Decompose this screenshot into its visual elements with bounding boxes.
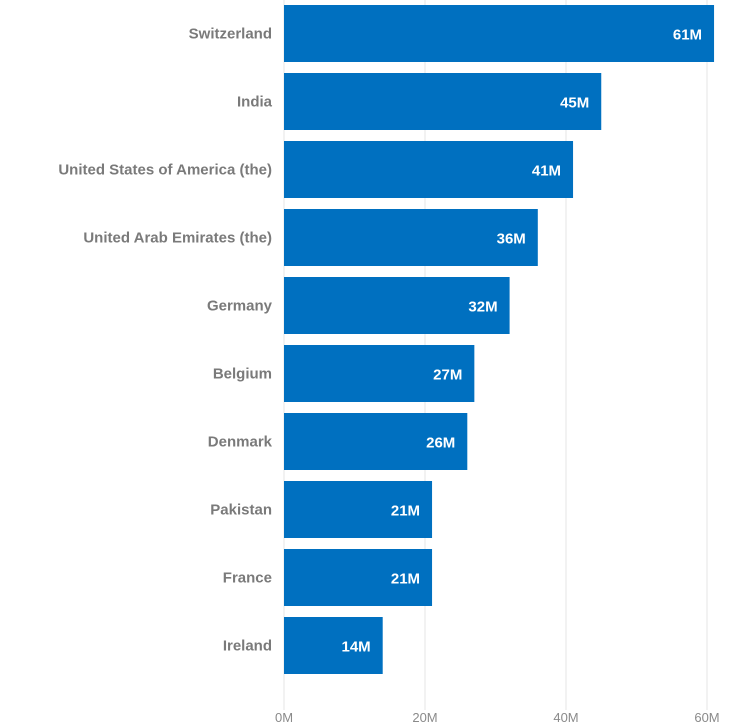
- bar-1: [284, 73, 602, 130]
- value-label-0: 61M: [673, 27, 702, 44]
- category-label-1: India: [237, 94, 273, 111]
- value-label-6: 26M: [426, 435, 455, 452]
- category-label-5: Belgium: [213, 366, 272, 383]
- category-label-7: Pakistan: [210, 502, 272, 519]
- bar-4: [284, 277, 510, 334]
- value-labels: 61M 45M 41M 36M 32M 27M 26M 21M 21M 14M: [342, 27, 703, 656]
- value-label-7: 21M: [391, 503, 420, 520]
- value-label-4: 32M: [468, 299, 497, 316]
- bar-2: [284, 141, 574, 198]
- value-label-9: 14M: [342, 639, 371, 656]
- category-label-0: Switzerland: [189, 26, 272, 43]
- value-label-5: 27M: [433, 367, 462, 384]
- category-label-2: United States of America (the): [58, 162, 272, 179]
- x-tick-label-0: 0M: [275, 710, 293, 725]
- category-labels: Switzerland India United States of America…: [58, 26, 272, 655]
- value-label-2: 41M: [532, 163, 561, 180]
- value-label-8: 21M: [391, 571, 420, 588]
- bar-5: [284, 345, 475, 402]
- category-label-6: Denmark: [208, 434, 273, 451]
- category-label-3: United Arab Emirates (the): [83, 230, 272, 247]
- bar-9: [284, 617, 383, 674]
- x-tick-label-2: 40M: [553, 710, 578, 725]
- x-tick-label-3: 60M: [694, 710, 719, 725]
- value-label-3: 36M: [497, 231, 526, 248]
- bar-3: [284, 209, 538, 266]
- x-axis-ticks: 0M 20M 40M 60M: [275, 710, 720, 725]
- category-label-9: Ireland: [223, 638, 272, 655]
- bars: [284, 5, 715, 674]
- category-label-4: Germany: [207, 298, 273, 315]
- bar-8: [284, 549, 433, 606]
- bar-6: [284, 413, 468, 470]
- bar-0: [284, 5, 715, 62]
- value-label-1: 45M: [560, 95, 589, 112]
- bar-7: [284, 481, 433, 538]
- x-tick-label-1: 20M: [412, 710, 437, 725]
- category-label-8: France: [223, 570, 272, 587]
